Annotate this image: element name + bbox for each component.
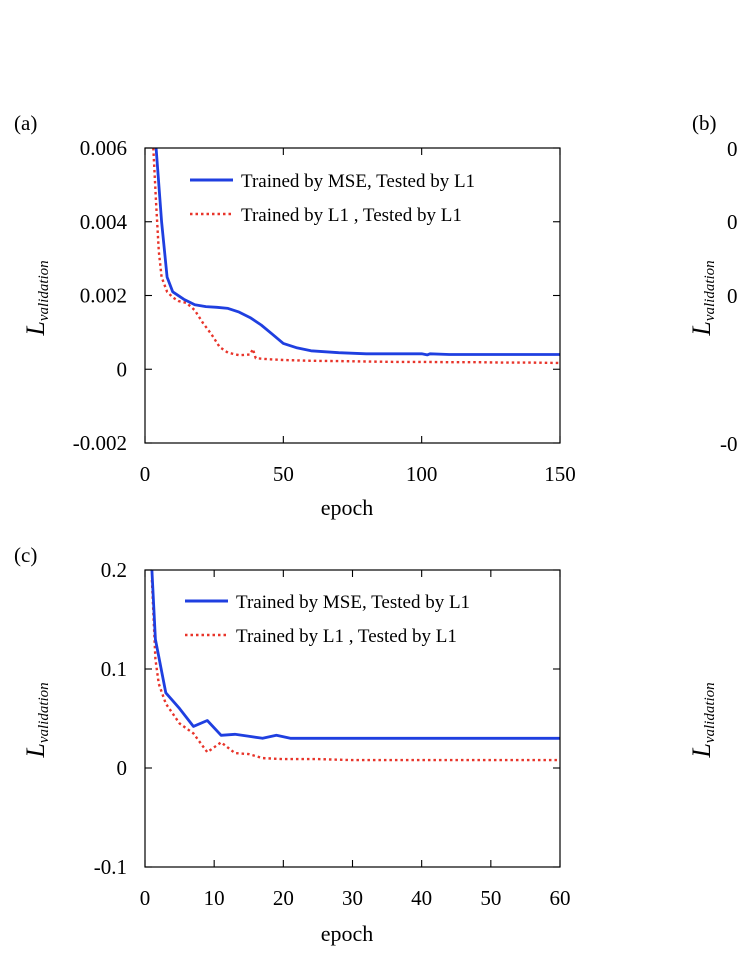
panel-a-ticks: 0 50 100 150 -0.002 0 0.002 0.004 0.006 [73, 136, 576, 486]
panel-c-ytick-label: 0.2 [101, 558, 127, 582]
panel-a-ytick-label: 0.004 [80, 210, 128, 234]
panel-a-ytick-label: 0 [117, 357, 128, 381]
panel-b-label: (b) [692, 111, 717, 135]
panel-c-label: (c) [14, 543, 37, 567]
panel-c-ylabel-sub: validation [36, 682, 52, 743]
panel-c-xtick-label: 60 [550, 886, 571, 910]
panel-a-xtick-label: 150 [544, 462, 576, 486]
panel-a-xtick-label: 50 [273, 462, 294, 486]
panel-a-series-mse-line [154, 148, 560, 357]
panel-c-ytick-label: 0.1 [101, 657, 127, 681]
panel-c-xtick-label: 10 [204, 886, 225, 910]
panel-a-series [152, 148, 560, 365]
panel-d-ylabel: Lvalidation [687, 682, 718, 758]
panel-d-cutoff: Lvalidation [687, 682, 718, 758]
panel-a-ytick-label: -0.002 [73, 431, 127, 455]
panel-c-ylabel-main: L [21, 743, 50, 758]
panel-b-tick-2: 0 [727, 210, 738, 234]
panel-c-legend-mse-label: Trained by MSE, Tested by L1 [236, 592, 470, 613]
panel-d-ylabel-sub: validation [702, 682, 718, 743]
panel-a-ytick-label: 0.002 [80, 284, 127, 308]
panel-c-xtick-label: 20 [273, 886, 294, 910]
panel-a-legend: Trained by MSE, Tested by L1 Trained by … [190, 171, 475, 226]
panel-a-label: (a) [14, 111, 37, 135]
panel-a-plot-frame [144, 147, 561, 444]
panel-c-xtick-label: 30 [342, 886, 363, 910]
panel-b-tick-3: 0 [727, 284, 738, 308]
panel-a-xtick-label: 100 [406, 462, 438, 486]
panel-c-xtick-label: 0 [140, 886, 151, 910]
panel-c-xlabel: epoch [321, 921, 374, 946]
panel-b-tick-1: 0 [727, 137, 738, 161]
panel-a-ylabel: Lvalidation [21, 260, 52, 336]
panel-c-plot-frame [144, 569, 561, 868]
panel-c-xtick-label: 50 [480, 886, 501, 910]
panel-a-ylabel-sub: validation [36, 260, 52, 321]
panel-c-chart: (c) Lvalidation 0 10 20 30 40 50 60 -0.1 0 0.1 0.2… [14, 543, 571, 946]
panel-c-xtick-label: 40 [411, 886, 432, 910]
panel-c-legend-l1-label: Trained by L1 , Tested by L1 [236, 626, 457, 647]
panel-b-ylabel-main: L [687, 321, 716, 336]
panel-a-ylabel-main: L [21, 321, 50, 336]
panel-b-tick-4: -0 [720, 432, 738, 456]
panel-a-chart: (a) Lvalidation 0 50 100 150 -0.002 0 0.002 0.0… [14, 111, 576, 520]
panel-a-ytick-label: 0.006 [80, 136, 127, 160]
panel-c-ylabel: Lvalidation [21, 682, 52, 758]
panel-c-series-mse-line [150, 570, 560, 740]
panel-a-series-l1-line [152, 148, 560, 365]
panel-d-ylabel-main: L [687, 743, 716, 758]
panel-c-legend: Trained by MSE, Tested by L1 Trained by … [185, 592, 470, 647]
panel-c-ytick-label: 0 [117, 756, 128, 780]
panel-a-xlabel: epoch [321, 495, 374, 520]
panel-c-ytick-label: -0.1 [94, 855, 127, 879]
panel-a-legend-mse-label: Trained by MSE, Tested by L1 [241, 171, 475, 192]
panel-a-xtick-label: 0 [140, 462, 151, 486]
panel-c-series [150, 570, 560, 762]
panel-c-ticks: 0 10 20 30 40 50 60 -0.1 0 0.1 0.2 [94, 558, 571, 910]
panel-b-ylabel-sub: validation [702, 260, 718, 321]
panel-b-ylabel: Lvalidation [687, 260, 718, 336]
panel-a-legend-l1-label: Trained by L1 , Tested by L1 [241, 205, 462, 226]
panel-b-cutoff: (b) 0 0 0 -0 Lvalidation [687, 111, 738, 456]
